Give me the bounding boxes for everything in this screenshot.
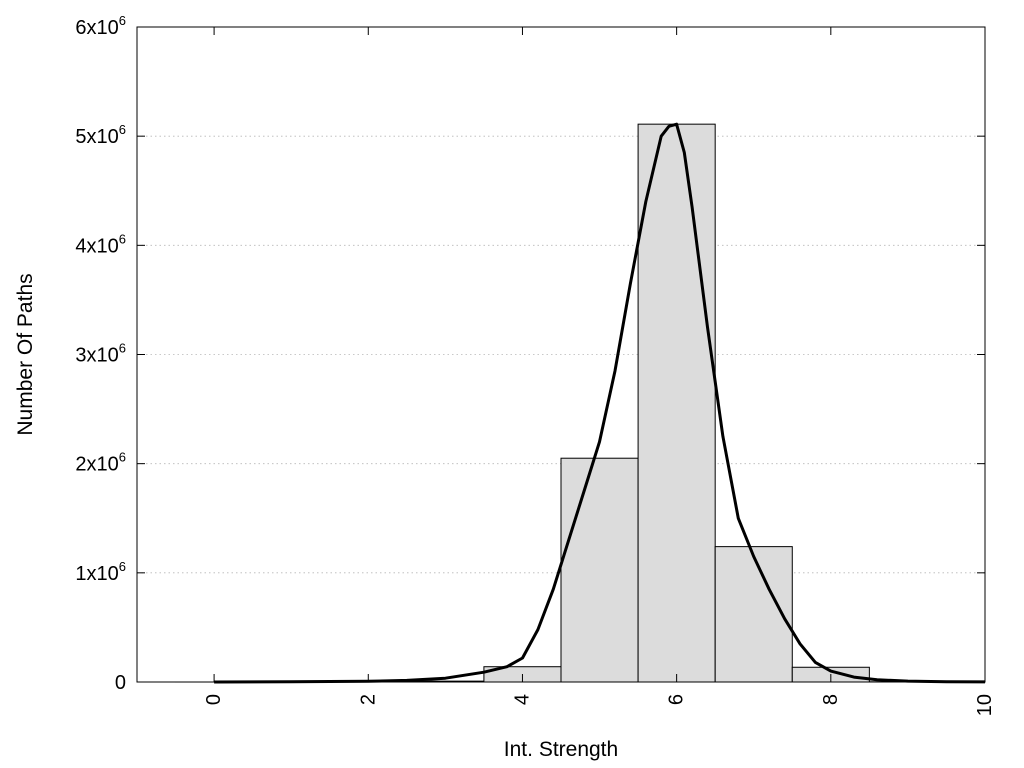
- x-tick-label-4: 8: [820, 694, 842, 705]
- x-tick-label-0: 0: [203, 694, 225, 705]
- bar-5: [560, 457, 639, 683]
- bar-7: [714, 546, 793, 683]
- x-axis-ticks: 0 2 4 6 8 10: [203, 27, 996, 716]
- y-tick-label-6: 6x106: [75, 13, 126, 39]
- x-tick-label-3: 6: [666, 694, 688, 705]
- y-tick-label-0: 0: [115, 672, 126, 694]
- x-tick-label-2: 4: [511, 694, 533, 705]
- y-tick-label-2: 2x106: [75, 450, 126, 476]
- x-tick-label-5: 10: [974, 694, 996, 716]
- y-tick-label-4: 4x106: [75, 231, 126, 257]
- y-tick-label-3: 3x106: [75, 341, 126, 367]
- bar-6: [637, 123, 716, 683]
- y-axis-ticks: 0 1x106 2x106 3x106 4x106 5x106 6x106: [75, 13, 985, 694]
- x-axis-label: Int. Strength: [504, 738, 618, 761]
- y-tick-label-5: 5x106: [75, 122, 126, 148]
- x-tick-label-1: 2: [357, 694, 379, 705]
- y-tick-label-1: 1x106: [75, 559, 126, 585]
- y-axis-label: Number Of Paths: [14, 273, 37, 435]
- fit-curve: [214, 122, 986, 684]
- bars: [175, 123, 947, 683]
